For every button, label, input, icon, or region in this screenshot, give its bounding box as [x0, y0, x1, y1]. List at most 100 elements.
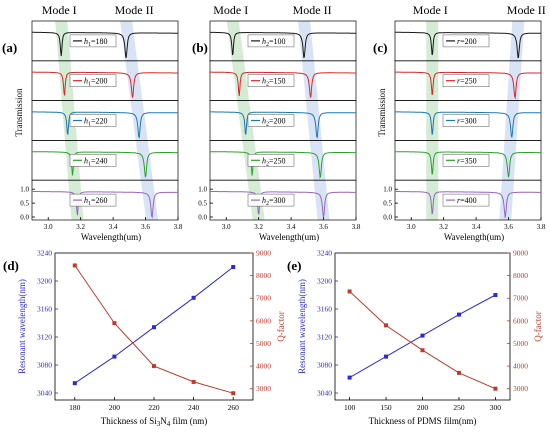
- legend-entry: r=350: [457, 156, 477, 165]
- data-point-q-factor: [384, 323, 389, 328]
- y2-tick-label: 6000: [256, 316, 271, 325]
- data-point-wavelength: [231, 265, 236, 269]
- x-tick-label: 3.6: [319, 223, 328, 231]
- data-point-q-factor: [191, 379, 196, 384]
- x-tick-label: 200: [417, 403, 429, 412]
- legend-entry: r=250: [457, 77, 477, 86]
- series-line-r=350: [395, 151, 541, 178]
- x-tick-label: 3.6: [141, 223, 150, 231]
- mode-2-band: [120, 21, 159, 220]
- legend-entry: h2=150: [262, 77, 286, 88]
- y-tick-label: 3040: [37, 389, 52, 398]
- data-point-q-factor: [72, 263, 77, 268]
- y-tick-label: 1.0: [20, 186, 29, 194]
- legend-entry: h1=200: [84, 77, 108, 88]
- y-tick-label: 3120: [317, 333, 332, 342]
- y-tick-label: 0.5: [20, 200, 29, 208]
- y2-axis-label: Q-factor: [533, 311, 543, 341]
- data-point-q-factor: [347, 289, 352, 294]
- x-tick-label: 3.8: [174, 223, 183, 231]
- series-line-h1=200: [32, 71, 178, 98]
- series-line-h1=240: [32, 151, 178, 178]
- subpanel-frame: [209, 179, 357, 221]
- data-point-wavelength: [384, 354, 389, 359]
- y-tick-label: 3080: [317, 361, 332, 370]
- legend-box: [442, 74, 490, 87]
- legend-entry: h2=100: [262, 37, 286, 48]
- x-tick-label: 3.0: [44, 223, 53, 231]
- series-line-q-factor: [74, 265, 234, 394]
- y-tick-label: 1.0: [383, 186, 392, 194]
- legend-box: [69, 34, 117, 48]
- y-axis-label: Resonant wavelength(nm): [297, 279, 307, 374]
- data-point-q-factor: [152, 364, 156, 369]
- mode-1-band: [426, 21, 439, 220]
- series-line-h2=100: [210, 31, 356, 59]
- legend-box: [69, 193, 117, 207]
- y-tick-label: 0.0: [383, 214, 392, 222]
- y2-tick-label: 3000: [256, 384, 271, 393]
- x-tick-label: 250: [453, 403, 465, 412]
- y2-tick-label: 5000: [513, 339, 528, 348]
- y2-tick-label: 7000: [513, 294, 528, 303]
- y2-axis-label: Q-factor: [276, 311, 286, 341]
- x-tick-label: 100: [344, 403, 356, 412]
- mode-1-label: Mode I: [213, 3, 248, 17]
- spectra-chart-2: Mode I Mode II (c) r=200 r=250 r=300 r=350 r=40…: [373, 3, 546, 242]
- legend-box: [442, 114, 490, 127]
- dual-axis-chart-0: (d) 3040 3080 3120 3160 3200 3240 3000 4000 5000 6…: [3, 249, 286, 429]
- panel-label: (d): [3, 258, 19, 273]
- mode-1-band: [226, 21, 265, 220]
- x-axis-label: Thickness of Si3N4 film (nm): [101, 416, 208, 428]
- subpanel-frame: [394, 179, 542, 221]
- legend-entry: h1=260: [84, 196, 108, 207]
- legend-entry: h2=250: [262, 156, 286, 167]
- x-axis-label: Wavelength(um): [444, 232, 504, 242]
- legend-box: [69, 154, 117, 167]
- y2-tick-label: 7000: [256, 294, 271, 303]
- legend-entry: h2=300: [262, 196, 286, 207]
- series-line-h2=200: [210, 111, 356, 139]
- y-tick-label: 0.5: [198, 200, 207, 208]
- x-tick-label: 3.2: [439, 223, 448, 231]
- x-tick-label: 3.4: [109, 223, 118, 231]
- data-point-q-factor: [493, 386, 498, 391]
- y-tick-label: 3160: [37, 305, 52, 314]
- x-tick-label: 3.2: [76, 223, 85, 231]
- legend-entry: r=200: [457, 37, 477, 46]
- y-axis-label: Resonant wavelength(nm): [17, 279, 27, 374]
- data-point-wavelength: [72, 381, 77, 386]
- x-axis-label: Wavelength(um): [259, 232, 319, 242]
- x-tick-label: 150: [380, 403, 392, 412]
- series-line-h2=300: [210, 191, 356, 218]
- legend-entry: h1=220: [84, 117, 108, 128]
- data-point-wavelength: [420, 333, 425, 338]
- y-tick-label: 0.5: [383, 200, 392, 208]
- x-tick-label: 3.4: [287, 223, 296, 231]
- data-point-q-factor: [420, 348, 425, 353]
- y-tick-label: 3240: [317, 249, 332, 258]
- legend-entry: r=400: [457, 196, 477, 205]
- y-tick-label: 3200: [37, 277, 52, 286]
- x-tick-label: 240: [188, 403, 200, 412]
- y-tick-label: 3160: [317, 305, 332, 314]
- subpanel-frame: [31, 179, 179, 221]
- series-line-h2=250: [210, 151, 356, 179]
- data-point-wavelength: [347, 375, 352, 380]
- series-line-q-factor: [349, 291, 496, 390]
- legend-entry: h1=240: [84, 156, 108, 167]
- y2-tick-label: 8000: [513, 271, 528, 280]
- y2-tick-label: 4000: [256, 362, 271, 371]
- legend-box: [247, 193, 295, 207]
- legend-entry: h1=180: [84, 37, 108, 48]
- x-axis-label: Thickness of PDMS film(nm): [369, 416, 477, 426]
- y-tick-label: 3040: [317, 389, 332, 398]
- y-tick-label: 3200: [317, 277, 332, 286]
- series-line-r=300: [395, 111, 541, 138]
- data-point-q-factor: [231, 391, 236, 396]
- panel-label: (c): [373, 40, 387, 55]
- panel-label: (b): [192, 40, 208, 55]
- mode-1-label: Mode I: [42, 3, 77, 17]
- legend-box: [247, 74, 295, 87]
